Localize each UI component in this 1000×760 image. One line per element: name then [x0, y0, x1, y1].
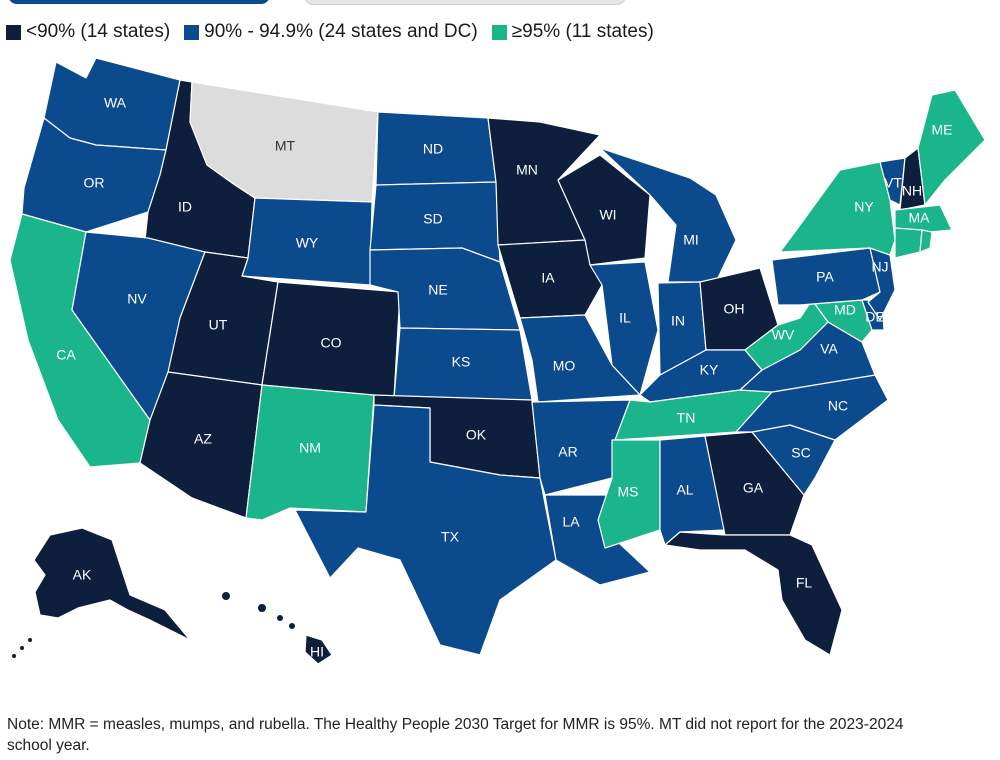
tab-active[interactable] [8, 0, 270, 4]
view-tabs [8, 0, 628, 6]
state-fl[interactable] [664, 531, 843, 656]
state-label: NM [299, 440, 321, 456]
state-label: NJ [871, 259, 888, 275]
state-label: LA [562, 514, 580, 530]
state-label: IN [671, 313, 685, 329]
state-ny[interactable] [779, 161, 896, 256]
state-label: AK [73, 567, 92, 583]
state-label: MO [553, 358, 576, 374]
legend-label: <90% (14 states) [26, 21, 171, 42]
state-label: AR [558, 444, 577, 460]
legend-swatch [184, 24, 200, 40]
state-ma[interactable] [894, 204, 953, 233]
state-label: MI [683, 232, 699, 248]
state-label: NH [902, 183, 922, 199]
state-label: TN [677, 410, 696, 426]
state-label: ID [178, 199, 192, 215]
legend-item-95-plus[interactable]: ≥95% (11 states) [491, 20, 654, 44]
state-label: TX [441, 529, 460, 545]
state-labels: WA OR CA ID NV MT WY UT CO AZ NM ND SD N… [56, 95, 952, 660]
state-ia[interactable] [497, 239, 603, 319]
state-wi[interactable] [557, 154, 651, 266]
state-label: UT [209, 317, 228, 333]
legend-item-90-to-94[interactable]: 90% - 94.9% (24 states and DC) [184, 20, 478, 44]
state-label: NV [127, 291, 147, 307]
state-label: AZ [194, 431, 212, 447]
state-ar[interactable] [531, 399, 631, 496]
state-ct[interactable] [894, 227, 923, 259]
state-label: ME [932, 122, 953, 138]
state-label: NC [828, 398, 848, 414]
state-label: CA [56, 347, 76, 363]
state-label: CO [321, 335, 342, 351]
us-choropleth-map: WA OR CA ID NV MT WY UT CO AZ NM ND SD N… [9, 57, 986, 665]
state-label: KY [700, 362, 719, 378]
state-label: WI [599, 207, 616, 223]
map-footnote: Note: MMR = measles, mumps, and rubella.… [7, 716, 904, 754]
state-label: WA [104, 95, 127, 111]
legend: <90% (14 states) 90% - 94.9% (24 states … [6, 20, 654, 44]
state-label: MN [516, 162, 538, 178]
state-hi[interactable] [304, 634, 333, 665]
state-label: IL [619, 310, 631, 326]
state-label: VA [820, 341, 838, 357]
state-ga[interactable] [704, 431, 805, 536]
state-label: SD [423, 211, 442, 227]
state-label: DE [865, 309, 884, 325]
state-label: AL [676, 482, 693, 498]
state-label: VT [884, 175, 902, 191]
legend-swatch [6, 24, 21, 40]
state-label: OK [466, 427, 487, 443]
state-label: KS [452, 354, 471, 370]
state-label: NE [428, 282, 447, 298]
state-label: MA [909, 210, 931, 226]
state-label: MS [618, 484, 639, 500]
state-label: OR [84, 175, 105, 191]
state-wy[interactable] [241, 197, 373, 286]
state-label: GA [743, 480, 764, 496]
state-label: FL [796, 575, 813, 591]
state-me[interactable] [917, 89, 986, 206]
state-label: ND [423, 141, 443, 157]
state-label: OH [724, 301, 745, 317]
state-label: IA [541, 270, 555, 286]
legend-swatch [491, 24, 507, 40]
state-label: MT [275, 138, 296, 154]
legend-item-below-90[interactable]: <90% (14 states) [6, 20, 170, 44]
state-label: PA [816, 269, 834, 285]
state-label: HI [310, 644, 324, 660]
tab-inactive[interactable] [304, 0, 626, 5]
alaska-island-chain [12, 638, 32, 658]
state-ri[interactable] [919, 229, 933, 253]
state-label: MD [834, 302, 856, 318]
legend-label: ≥95% (11 states) [511, 21, 654, 42]
hawaii-islands [222, 592, 295, 629]
state-label: SC [791, 445, 810, 461]
state-tx[interactable] [294, 404, 557, 656]
state-label: WV [772, 327, 795, 343]
state-label: NY [854, 199, 874, 215]
state-label: WY [296, 235, 319, 251]
legend-label: 90% - 94.9% (24 states and DC) [204, 21, 478, 42]
state-ak[interactable] [33, 527, 191, 641]
